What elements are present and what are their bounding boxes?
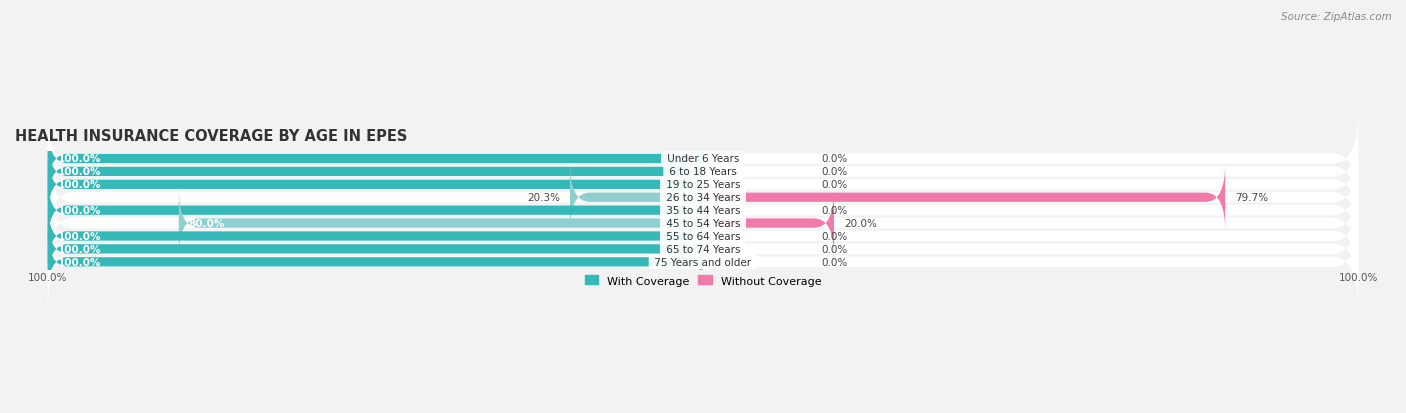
Text: 100.0%: 100.0%: [58, 244, 101, 254]
FancyBboxPatch shape: [48, 139, 1358, 231]
Text: 20.3%: 20.3%: [527, 193, 560, 203]
FancyBboxPatch shape: [179, 190, 703, 258]
Text: 79.7%: 79.7%: [1234, 193, 1268, 203]
FancyBboxPatch shape: [48, 138, 703, 206]
Text: 0.0%: 0.0%: [821, 206, 848, 216]
FancyBboxPatch shape: [48, 203, 1358, 296]
Text: 0.0%: 0.0%: [821, 180, 848, 190]
Text: 0.0%: 0.0%: [821, 244, 848, 254]
Legend: With Coverage, Without Coverage: With Coverage, Without Coverage: [581, 271, 825, 290]
Text: 100.0%: 100.0%: [58, 231, 101, 241]
Text: 75 Years and older: 75 Years and older: [651, 257, 755, 267]
FancyBboxPatch shape: [48, 113, 1358, 205]
FancyBboxPatch shape: [48, 151, 703, 219]
FancyBboxPatch shape: [48, 215, 703, 283]
Text: Under 6 Years: Under 6 Years: [664, 154, 742, 164]
Text: 0.0%: 0.0%: [821, 154, 848, 164]
Text: 100.0%: 100.0%: [58, 154, 101, 164]
FancyBboxPatch shape: [48, 152, 1358, 244]
Text: 0.0%: 0.0%: [821, 231, 848, 241]
Text: Source: ZipAtlas.com: Source: ZipAtlas.com: [1281, 12, 1392, 22]
FancyBboxPatch shape: [569, 164, 703, 232]
Text: 100.0%: 100.0%: [58, 180, 101, 190]
FancyBboxPatch shape: [48, 126, 1358, 218]
FancyBboxPatch shape: [48, 125, 703, 193]
FancyBboxPatch shape: [48, 216, 1358, 309]
FancyBboxPatch shape: [703, 190, 834, 258]
Text: 6 to 18 Years: 6 to 18 Years: [666, 167, 740, 177]
Text: 100.0%: 100.0%: [58, 167, 101, 177]
Text: 19 to 25 Years: 19 to 25 Years: [662, 180, 744, 190]
FancyBboxPatch shape: [703, 164, 1225, 232]
FancyBboxPatch shape: [48, 202, 703, 271]
Text: 35 to 44 Years: 35 to 44 Years: [662, 206, 744, 216]
Text: 100.0%: 100.0%: [58, 206, 101, 216]
Text: 45 to 54 Years: 45 to 54 Years: [662, 218, 744, 228]
FancyBboxPatch shape: [48, 228, 703, 296]
Text: 26 to 34 Years: 26 to 34 Years: [662, 193, 744, 203]
Text: 80.0%: 80.0%: [188, 218, 225, 228]
FancyBboxPatch shape: [48, 177, 1358, 270]
Text: 20.0%: 20.0%: [844, 218, 877, 228]
Text: 0.0%: 0.0%: [821, 257, 848, 267]
FancyBboxPatch shape: [48, 177, 703, 244]
Text: 100.0%: 100.0%: [58, 257, 101, 267]
FancyBboxPatch shape: [48, 164, 1358, 257]
Text: 0.0%: 0.0%: [821, 167, 848, 177]
Text: HEALTH INSURANCE COVERAGE BY AGE IN EPES: HEALTH INSURANCE COVERAGE BY AGE IN EPES: [15, 128, 408, 143]
Text: 55 to 64 Years: 55 to 64 Years: [662, 231, 744, 241]
Text: 65 to 74 Years: 65 to 74 Years: [662, 244, 744, 254]
FancyBboxPatch shape: [48, 190, 1358, 282]
